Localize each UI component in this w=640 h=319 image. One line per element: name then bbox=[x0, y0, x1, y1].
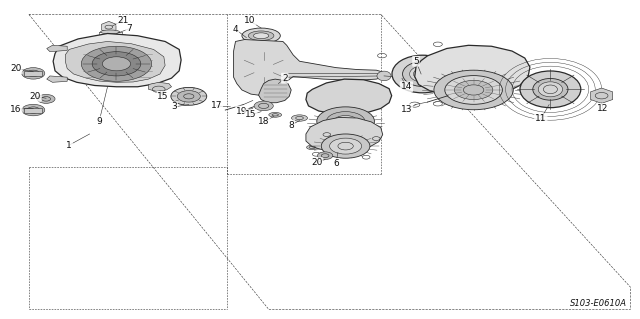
Circle shape bbox=[177, 91, 200, 102]
Polygon shape bbox=[102, 21, 116, 33]
Ellipse shape bbox=[248, 31, 274, 41]
Text: 19: 19 bbox=[236, 107, 248, 115]
Polygon shape bbox=[148, 82, 172, 91]
Circle shape bbox=[37, 94, 55, 103]
Polygon shape bbox=[259, 79, 291, 103]
Circle shape bbox=[22, 104, 45, 116]
Polygon shape bbox=[234, 40, 385, 96]
Polygon shape bbox=[53, 33, 181, 87]
Circle shape bbox=[102, 57, 131, 71]
Circle shape bbox=[330, 138, 362, 154]
Polygon shape bbox=[415, 45, 530, 97]
Circle shape bbox=[317, 107, 374, 136]
Text: 9: 9 bbox=[97, 117, 102, 126]
Polygon shape bbox=[47, 76, 67, 82]
Text: 20: 20 bbox=[311, 158, 323, 167]
Circle shape bbox=[92, 52, 141, 76]
Circle shape bbox=[326, 112, 365, 131]
Text: 5: 5 bbox=[413, 57, 419, 66]
Circle shape bbox=[22, 68, 45, 79]
Polygon shape bbox=[591, 88, 612, 103]
Polygon shape bbox=[47, 45, 67, 52]
Text: 11: 11 bbox=[535, 114, 547, 123]
Text: 12: 12 bbox=[597, 104, 609, 113]
Ellipse shape bbox=[253, 33, 269, 39]
Text: 18: 18 bbox=[258, 117, 269, 126]
Polygon shape bbox=[24, 71, 42, 76]
Circle shape bbox=[254, 101, 273, 111]
Ellipse shape bbox=[307, 145, 318, 150]
Circle shape bbox=[445, 76, 502, 104]
Text: 1: 1 bbox=[67, 141, 72, 150]
Polygon shape bbox=[24, 108, 42, 113]
Ellipse shape bbox=[532, 78, 568, 100]
Text: 10: 10 bbox=[244, 16, 255, 25]
Text: 20: 20 bbox=[10, 64, 22, 73]
Circle shape bbox=[434, 70, 513, 110]
Text: 15: 15 bbox=[157, 92, 169, 101]
Ellipse shape bbox=[538, 82, 563, 97]
Ellipse shape bbox=[377, 71, 391, 81]
Ellipse shape bbox=[292, 115, 308, 121]
Text: S103-E0610A: S103-E0610A bbox=[570, 299, 627, 308]
Ellipse shape bbox=[410, 66, 435, 82]
Text: 7: 7 bbox=[127, 24, 132, 33]
Ellipse shape bbox=[401, 75, 408, 80]
Text: 4: 4 bbox=[233, 25, 238, 34]
Ellipse shape bbox=[242, 28, 280, 43]
Circle shape bbox=[334, 115, 357, 127]
Circle shape bbox=[317, 152, 333, 160]
Circle shape bbox=[321, 134, 370, 158]
Text: 20: 20 bbox=[29, 92, 41, 101]
Ellipse shape bbox=[403, 62, 442, 86]
Text: 13: 13 bbox=[401, 105, 412, 114]
Text: 14: 14 bbox=[401, 82, 412, 91]
Circle shape bbox=[171, 87, 207, 105]
Ellipse shape bbox=[269, 113, 282, 117]
Text: 16: 16 bbox=[10, 105, 22, 114]
Circle shape bbox=[454, 80, 493, 100]
Text: 6: 6 bbox=[333, 159, 339, 168]
Polygon shape bbox=[65, 41, 165, 82]
Ellipse shape bbox=[392, 55, 453, 93]
Ellipse shape bbox=[100, 35, 120, 41]
Polygon shape bbox=[306, 79, 392, 114]
Circle shape bbox=[81, 46, 152, 81]
Polygon shape bbox=[306, 117, 383, 151]
Text: 17: 17 bbox=[211, 101, 222, 110]
Ellipse shape bbox=[520, 71, 581, 108]
Text: 21: 21 bbox=[117, 16, 129, 25]
Text: 2: 2 bbox=[282, 74, 287, 83]
Text: 8: 8 bbox=[289, 121, 294, 130]
Text: 3: 3 bbox=[172, 102, 177, 111]
Text: 15: 15 bbox=[245, 110, 257, 119]
Ellipse shape bbox=[100, 30, 120, 34]
